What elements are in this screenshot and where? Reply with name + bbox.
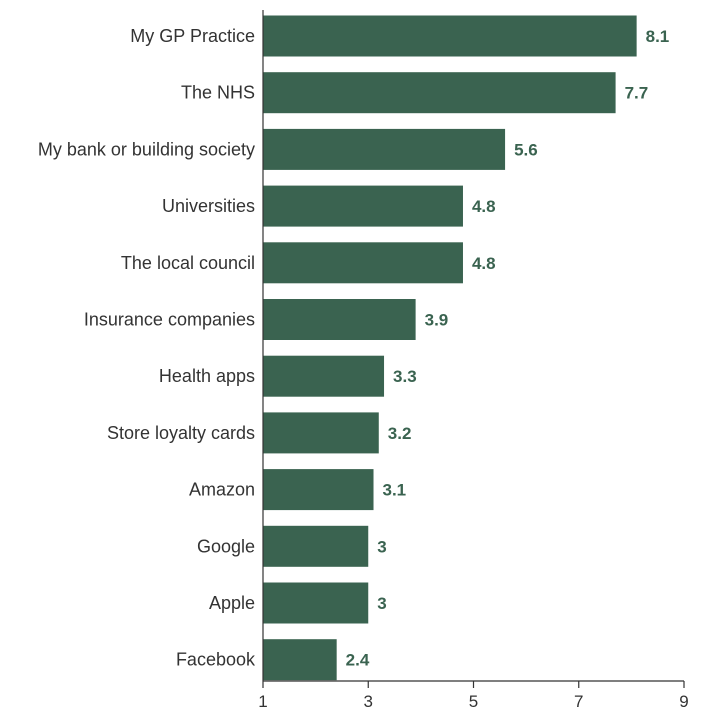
value-label: 8.1 bbox=[646, 27, 670, 46]
value-label: 3 bbox=[377, 594, 386, 613]
bar bbox=[263, 412, 379, 454]
category-label: Amazon bbox=[189, 480, 255, 500]
value-label: 3.9 bbox=[425, 311, 449, 330]
value-label: 4.8 bbox=[472, 197, 496, 216]
category-label: The NHS bbox=[181, 83, 255, 103]
bar bbox=[263, 582, 369, 624]
bars-group bbox=[263, 15, 637, 681]
value-label: 3.3 bbox=[393, 367, 417, 386]
category-labels-group: My GP Practice The NHS My bank or building… bbox=[38, 26, 256, 670]
category-label: Store loyalty cards bbox=[107, 423, 255, 443]
bar bbox=[263, 185, 463, 227]
value-label: 2.4 bbox=[346, 651, 370, 670]
x-tick-label: 5 bbox=[469, 692, 478, 711]
bar bbox=[263, 128, 506, 170]
category-label: Health apps bbox=[159, 366, 255, 386]
value-labels-group: 8.1 7.7 5.6 4.8 4.8 3.9 3.3 3.2 3.1 3 3 2.4 bbox=[346, 27, 670, 670]
x-tick-label: 9 bbox=[679, 692, 688, 711]
category-label: My GP Practice bbox=[130, 26, 255, 46]
bar bbox=[263, 469, 374, 511]
value-label: 5.6 bbox=[514, 140, 538, 159]
value-label: 3.1 bbox=[383, 481, 407, 500]
x-tick-label: 1 bbox=[258, 692, 267, 711]
category-label: The local council bbox=[121, 253, 255, 273]
bar bbox=[263, 15, 637, 57]
value-label: 3.2 bbox=[388, 424, 412, 443]
category-label: Facebook bbox=[176, 650, 256, 670]
bar bbox=[263, 525, 369, 567]
x-tick-label: 7 bbox=[574, 692, 583, 711]
x-tick-label: 3 bbox=[364, 692, 373, 711]
value-label: 3 bbox=[377, 537, 386, 556]
category-label: Apple bbox=[209, 593, 255, 613]
bar bbox=[263, 639, 337, 681]
bar bbox=[263, 355, 385, 397]
axes-group: 1 3 5 7 9 bbox=[258, 10, 689, 711]
bar bbox=[263, 242, 463, 284]
bar bbox=[263, 299, 416, 340]
category-label: My bank or building society bbox=[38, 139, 255, 159]
category-label: Universities bbox=[162, 196, 255, 216]
category-label: Insurance companies bbox=[84, 310, 255, 330]
value-label: 4.8 bbox=[472, 254, 496, 273]
category-label: Google bbox=[197, 536, 255, 556]
bar bbox=[263, 72, 616, 114]
value-label: 7.7 bbox=[625, 84, 649, 103]
